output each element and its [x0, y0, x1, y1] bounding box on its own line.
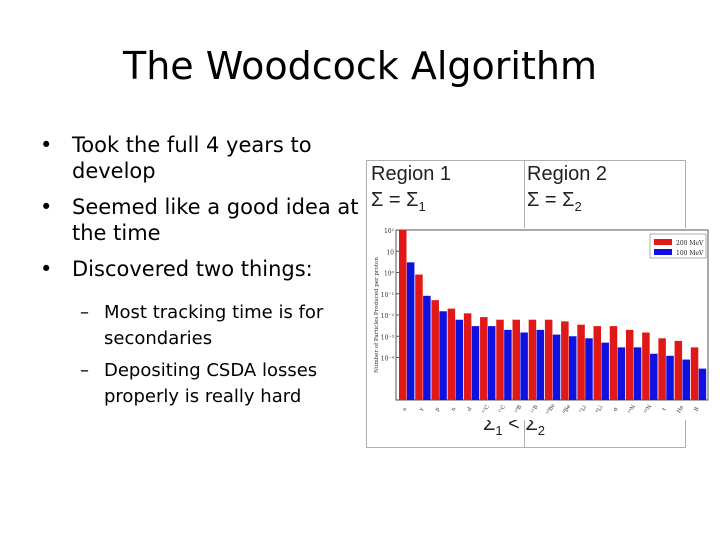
bar-100mev	[617, 347, 626, 400]
bar-200mev	[399, 230, 407, 400]
bar-100mev	[633, 347, 642, 400]
x-tick-label: ¹¹C	[497, 404, 507, 415]
x-tick-label: γ	[418, 406, 425, 412]
slide-title: The Woodcock Algorithm	[123, 44, 597, 88]
subbullet-text: Most tracking time is for secondaries	[104, 302, 324, 349]
bar-100mev	[552, 334, 561, 400]
x-tick-label: B	[693, 406, 700, 413]
bullet-dot: •	[40, 195, 53, 219]
bar-200mev	[447, 308, 456, 400]
x-tick-label: n	[450, 406, 457, 412]
bar-200mev	[642, 332, 650, 400]
x-tick-label: α	[612, 406, 619, 412]
y-tick-label: 10⁰	[384, 271, 395, 278]
x-tick-label: He	[676, 405, 685, 415]
y-tick-label: 10⁻¹	[381, 292, 394, 299]
bar-100mev	[520, 332, 528, 400]
bar-100mev	[439, 311, 447, 400]
x-tick-label: ¹⁴N	[626, 403, 637, 415]
bar-100mev	[698, 368, 707, 400]
bullet-text: Took the full 4 years to develop	[72, 133, 312, 183]
x-tick-label: t	[661, 406, 668, 412]
bar-200mev	[593, 326, 602, 400]
bar-100mev	[682, 359, 690, 400]
subbullet-item: – Most tracking time is for secondaries	[40, 300, 360, 352]
legend-label: 100 MeV	[676, 250, 704, 257]
legend-label: 200 MeV	[676, 240, 704, 247]
bar-200mev	[658, 338, 666, 400]
x-tick-label: d	[467, 406, 474, 412]
bar-200mev	[561, 321, 569, 400]
bar-200mev	[431, 300, 439, 400]
y-tick-label: 10⁻⁴	[381, 356, 395, 363]
y-tick-label: 10²	[384, 228, 395, 235]
subbullet-item: – Depositing CSDA losses properly is rea…	[40, 358, 360, 410]
legend-swatch	[654, 249, 672, 255]
bullet-list: • Took the full 4 years to develop • See…	[40, 132, 360, 416]
bullet-text: Seemed like a good idea at the time	[72, 195, 359, 245]
bullet-dot: •	[40, 257, 53, 281]
bar-100mev	[406, 262, 415, 400]
y-tick-label: 10⁻²	[381, 313, 395, 320]
x-tick-label: ⁷Li	[578, 404, 588, 414]
legend-swatch	[654, 239, 672, 245]
bar-200mev	[544, 319, 553, 400]
bar-200mev	[463, 313, 472, 400]
x-tick-label: ⁶Li	[594, 404, 604, 414]
bar-200mev	[496, 319, 504, 400]
x-tick-label: p	[434, 406, 441, 412]
bar-200mev	[674, 340, 683, 400]
x-tick-label: ¹²C	[481, 404, 491, 415]
subbullet-text: Depositing CSDA losses properly is reall…	[104, 360, 318, 407]
region2-sigma: Σ = Σ2	[527, 189, 582, 214]
x-tick-label: e	[402, 407, 409, 413]
bar-100mev	[504, 329, 512, 400]
bar-200mev	[577, 324, 585, 400]
bar-200mev	[690, 347, 699, 400]
bullet-item: • Discovered two things:	[40, 256, 360, 282]
bar-100mev	[455, 319, 464, 400]
x-tick-label: ¹⁰B	[513, 404, 523, 415]
y-tick-label: 10⁻³	[381, 334, 395, 341]
particle-yield-chart: 10² 10 10⁰ 10⁻¹ 10⁻² 10⁻³ 10⁻⁴ Number of Partic…	[370, 228, 710, 420]
x-tick-label: ⁹Be	[562, 403, 573, 415]
bar-200mev	[528, 319, 537, 400]
bullet-dot: •	[40, 133, 53, 157]
bar-100mev	[569, 336, 577, 400]
bullet-text: Discovered two things:	[72, 257, 313, 281]
bullet-item: • Took the full 4 years to develop	[40, 132, 360, 184]
bar-100mev	[601, 342, 609, 400]
bar-100mev	[423, 295, 431, 400]
bar-200mev	[480, 317, 488, 400]
y-axis-label: Number of Particles Produced per proton	[374, 257, 380, 373]
bar-200mev	[609, 326, 618, 400]
bar-100mev	[650, 353, 658, 400]
bar-200mev	[512, 319, 520, 400]
subbullet-dash: –	[80, 302, 89, 323]
y-tick-label: 10	[386, 249, 394, 256]
bar-100mev	[585, 338, 593, 400]
region1-sigma: Σ = Σ1	[371, 189, 426, 214]
region2-label: Region 2	[527, 163, 608, 185]
bar-200mev	[625, 329, 634, 400]
bar-200mev	[415, 274, 423, 400]
subbullet-dash: –	[80, 360, 89, 381]
x-tick-label: ¹³N	[643, 403, 654, 415]
x-tick-label: ¹¹B	[529, 404, 539, 415]
bullet-item: • Seemed like a good idea at the time	[40, 194, 360, 246]
bar-100mev	[471, 326, 480, 400]
bar-100mev	[666, 355, 674, 400]
region1-label: Region 1	[371, 163, 452, 185]
x-tick-label: ¹⁰Be	[545, 402, 557, 416]
bar-100mev	[487, 326, 496, 400]
bar-100mev	[536, 329, 545, 400]
